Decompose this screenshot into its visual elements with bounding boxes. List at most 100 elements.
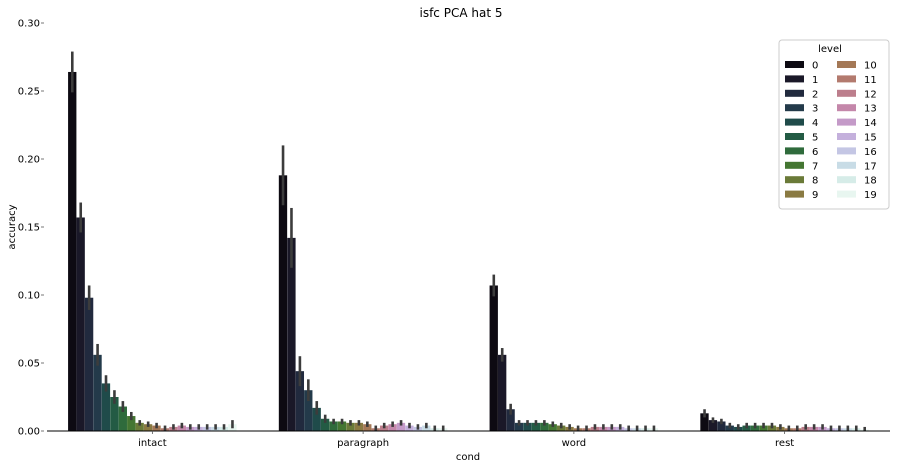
legend-label: 5 <box>812 133 818 144</box>
bar <box>523 422 532 431</box>
y-tick-label: 0.25 <box>18 87 40 98</box>
legend-swatch <box>785 118 804 126</box>
bar <box>540 422 549 431</box>
legend-label: 15 <box>864 133 877 144</box>
legend-label: 16 <box>864 147 877 158</box>
legend-label: 17 <box>864 161 877 172</box>
bar <box>320 418 330 431</box>
legend-item: 3 <box>785 104 818 115</box>
series-level-10 <box>152 421 793 431</box>
series-level-19 <box>228 420 869 431</box>
series-level-2 <box>84 285 726 431</box>
bar <box>489 285 498 431</box>
legend-item: 13 <box>837 104 877 115</box>
bar <box>118 406 127 431</box>
series-level-9 <box>143 420 785 431</box>
legend-item: 2 <box>785 89 818 100</box>
bar <box>388 424 397 431</box>
legend-swatch <box>837 133 856 140</box>
bar <box>304 390 313 431</box>
legend-item: 4 <box>785 118 818 129</box>
legend-title: level <box>818 44 842 55</box>
series-level-3 <box>93 343 734 431</box>
y-tick-label: 0.00 <box>18 427 40 438</box>
legend-item: 19 <box>837 190 877 201</box>
y-tick-label: 0.30 <box>18 19 40 30</box>
legend-label: 2 <box>812 89 818 100</box>
bar <box>312 407 321 431</box>
legend-swatch <box>785 161 804 169</box>
legend-swatch <box>785 176 804 184</box>
legend-swatch <box>785 147 804 155</box>
legend-item: 12 <box>837 89 877 100</box>
bar <box>278 175 288 431</box>
series-level-17 <box>211 422 852 431</box>
bar <box>531 422 541 431</box>
legend-label: 10 <box>864 61 877 72</box>
legend-item: 17 <box>837 161 877 172</box>
bar <box>337 421 347 431</box>
legend-swatch <box>837 61 856 68</box>
y-tick-label: 0.15 <box>18 223 40 234</box>
legend-label: 19 <box>864 190 877 201</box>
legend-label: 9 <box>812 190 818 201</box>
bar <box>127 416 136 431</box>
series-level-7 <box>127 411 768 431</box>
x-axis: intact paragraph word rest <box>47 430 890 449</box>
legend-item: 18 <box>837 176 877 187</box>
bar <box>708 420 718 431</box>
legend-label: 14 <box>864 118 877 129</box>
legend-swatch <box>837 118 856 126</box>
legend-label: 13 <box>864 104 877 115</box>
legend-item: 6 <box>785 147 818 158</box>
legend-label: 6 <box>812 147 818 158</box>
legend-swatch <box>837 190 856 198</box>
legend-item: 1 <box>785 75 818 86</box>
legend-item: 7 <box>785 161 818 172</box>
legend-label: 3 <box>812 104 818 115</box>
legend-item: 9 <box>785 190 818 201</box>
legend-swatch <box>837 147 856 155</box>
series-level-1 <box>76 202 718 431</box>
legend-swatch <box>837 104 856 112</box>
bar <box>700 413 709 431</box>
chart-title: isfc PCA hat 5 <box>420 6 503 20</box>
series-level-5 <box>110 390 751 431</box>
series-level-13 <box>177 421 819 431</box>
x-tick-label: intact <box>138 438 167 449</box>
bar <box>717 421 726 431</box>
x-tick-label: word <box>562 438 587 449</box>
y-tick-label: 0.05 <box>18 359 40 370</box>
x-tick-label: rest <box>775 438 794 449</box>
legend-label: 18 <box>864 176 877 187</box>
series-level-18 <box>219 424 861 431</box>
legend-item: 0 <box>785 61 818 72</box>
bar <box>354 422 364 431</box>
bar <box>506 409 515 431</box>
series-level-12 <box>169 422 810 431</box>
legend-label: 8 <box>812 176 818 187</box>
bar <box>363 424 372 431</box>
series-level-4 <box>101 375 743 431</box>
series-level-15 <box>194 422 836 431</box>
y-axis: 0.00 0.05 0.10 0.15 0.20 0.25 0.30 <box>18 19 44 438</box>
bar <box>101 383 111 431</box>
legend-label: 4 <box>812 118 818 129</box>
bar <box>110 397 119 431</box>
legend-swatch <box>785 89 804 97</box>
legend-item: 10 <box>837 61 877 72</box>
plot-area <box>68 51 869 432</box>
legend-item: 5 <box>785 133 818 144</box>
series-level-14 <box>186 420 827 431</box>
y-tick-label: 0.20 <box>18 155 40 166</box>
legend-label: 12 <box>864 89 877 100</box>
bar <box>68 71 77 432</box>
bar <box>93 354 102 431</box>
y-tick-label: 0.10 <box>18 291 40 302</box>
series-level-6 <box>118 401 760 431</box>
legend-item: 8 <box>785 176 818 187</box>
y-axis-label: accuracy <box>7 204 18 249</box>
bar <box>396 422 406 431</box>
